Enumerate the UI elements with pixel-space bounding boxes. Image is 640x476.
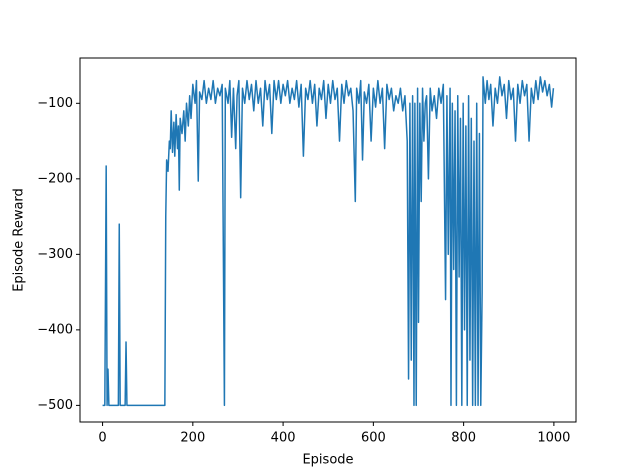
y-tick-label: −300 bbox=[37, 247, 73, 262]
y-tick-label: −200 bbox=[37, 171, 73, 186]
y-tick-label: −100 bbox=[37, 96, 73, 111]
x-tick-label: 800 bbox=[451, 431, 476, 446]
y-axis-label: Episode Reward bbox=[12, 188, 27, 292]
x-axis-label: Episode bbox=[302, 453, 353, 468]
y-tick-label: −400 bbox=[37, 322, 73, 337]
x-tick-label: 400 bbox=[271, 431, 296, 446]
axes-frame bbox=[79, 57, 577, 423]
x-tick-label: 200 bbox=[180, 431, 205, 446]
x-tick-label: 0 bbox=[98, 431, 106, 446]
x-tick-label: 600 bbox=[361, 431, 386, 446]
data-line bbox=[102, 76, 555, 407]
y-tick-label: −500 bbox=[37, 398, 73, 413]
x-tick-label: 1000 bbox=[537, 431, 570, 446]
